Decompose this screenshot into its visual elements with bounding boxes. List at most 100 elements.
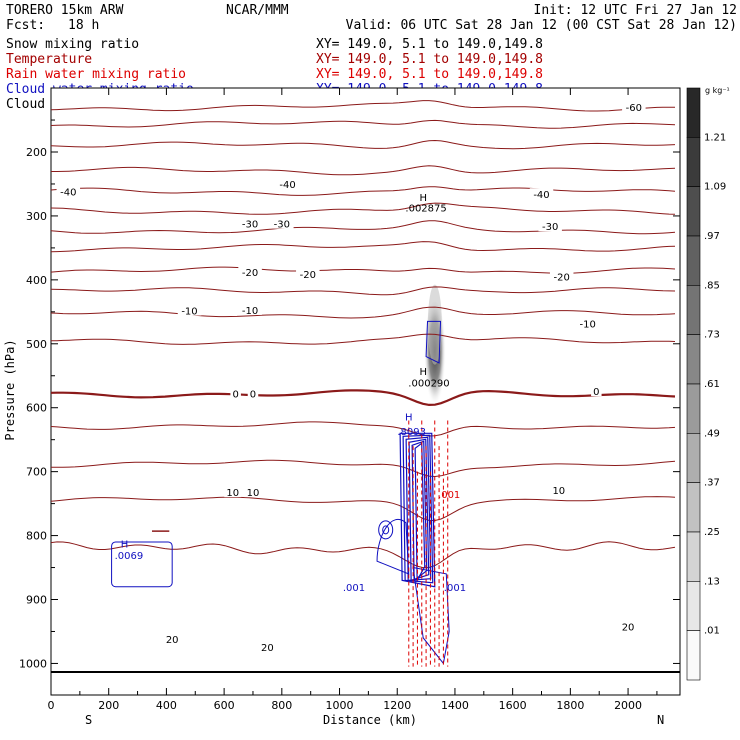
field-annotation: .000290 <box>408 379 449 390</box>
field-annotation: H <box>419 193 427 204</box>
field-annotation: .001 <box>444 583 466 594</box>
isotherm-label: -40 <box>533 190 549 201</box>
y-tick-label: 300 <box>26 210 47 223</box>
forecast-hour: 18 h <box>68 18 99 33</box>
temperature-labels: -60 -40 -40 -40 -30 -30 -30 -20 -20 -20 -10 -10 -10 0… <box>56 101 646 654</box>
colorbar-label: .37 <box>704 478 720 489</box>
cloud-water-contour <box>411 440 428 582</box>
cloud-water-west <box>111 541 173 588</box>
colorbar-swatch <box>686 531 701 582</box>
colorbar-swatch <box>686 235 701 286</box>
cloud-water-contours <box>111 320 450 665</box>
colorbar-swatch <box>686 186 701 237</box>
cloud-water-cell <box>378 520 394 540</box>
isotherm--50 <box>50 139 676 150</box>
legend-label: Temperature <box>6 52 92 67</box>
isotherm-label-bg <box>529 188 554 200</box>
isotherm--25 <box>50 241 676 253</box>
isotherm-label: 20 <box>166 635 179 646</box>
y-tick-label: 1000 <box>19 657 47 670</box>
colorbar-swatch <box>686 87 701 138</box>
colorbar-swatch <box>686 581 701 631</box>
south-label: S <box>85 713 92 727</box>
isotherm-label-bg <box>549 270 574 282</box>
isotherm-label-bg <box>238 217 262 229</box>
colorbar-label: .25 <box>704 527 720 538</box>
x-tick-label: 600 <box>214 699 235 712</box>
isotherm--5 <box>50 333 676 345</box>
rain-water-contours <box>408 420 449 667</box>
y-tick-label: 900 <box>26 594 47 607</box>
y-tick-label: 800 <box>26 530 47 543</box>
isotherm-label-bg <box>591 385 602 397</box>
x-tick-label: 800 <box>271 699 292 712</box>
colorbar-label: .85 <box>704 280 720 291</box>
cloud-water-contour <box>408 438 430 582</box>
colorbar-swatch <box>686 383 701 434</box>
y-tick-label: 400 <box>26 274 47 287</box>
y-tick-label: 600 <box>26 402 47 415</box>
isotherm-label: -10 <box>579 319 595 330</box>
colorbar-swatch <box>686 334 701 385</box>
isotherm-label: 0 <box>232 390 238 401</box>
isotherm-label: -20 <box>300 270 316 281</box>
x-tick-label: 1600 <box>499 699 527 712</box>
isotherm-label-bg <box>270 217 294 229</box>
cloud-water-cell-inner <box>382 525 390 535</box>
isotherm-label: -10 <box>181 307 197 318</box>
legend-label: Rain water mixing ratio <box>6 67 186 82</box>
isotherm-label-bg <box>296 268 320 280</box>
colorbar-swatch <box>686 137 701 187</box>
isotherm-label: -20 <box>554 273 570 284</box>
legend-label: Snow mixing ratio <box>6 37 139 52</box>
valid-time: Valid: 06 UTC Sat 28 Jan 12 (00 CST Sat … <box>346 18 737 33</box>
legend-xy: XY= 149.0, 5.1 to 149.0,149.8 <box>316 52 543 67</box>
isotherm-label-bg <box>177 304 202 316</box>
model-name: TORERO 15km ARW <box>6 3 124 18</box>
isotherm-label: -40 <box>60 188 76 199</box>
colorbar-label: .97 <box>704 231 720 242</box>
isotherm-label-bg <box>575 317 600 329</box>
colorbar-label: .61 <box>704 379 720 390</box>
colorbar: g kg⁻¹ 1.21 1.09 .97 .85 .73 .61 .49 .37 .25 .13.… <box>686 86 730 681</box>
isotherm--35 <box>50 202 676 215</box>
y-tick-label: 500 <box>26 338 47 351</box>
field-annotation: .8093 <box>397 427 426 438</box>
isotherm-label: -30 <box>242 220 258 231</box>
cloud-water-contour <box>399 432 436 588</box>
colorbar-swatch <box>686 433 701 483</box>
isotherm-label-bg <box>622 101 646 113</box>
colorbar-label: .13 <box>704 576 720 587</box>
isotherm-label-bg <box>163 633 181 645</box>
x-axis-label: Distance (km) <box>323 713 417 727</box>
field-annotation: H <box>419 367 427 378</box>
colorbar-label: 1.09 <box>704 182 726 193</box>
isotherm-10 <box>50 459 676 478</box>
colorbar-units: g kg⁻¹ <box>705 86 730 95</box>
cloud-water-contour <box>414 442 426 583</box>
isotherm-label-bg <box>538 220 562 232</box>
x-tick-label: 0 <box>48 699 55 712</box>
isotherm-label: 10 <box>552 486 565 497</box>
colorbar-swatch <box>686 482 701 533</box>
field-annotation: H <box>405 413 413 424</box>
snow-upper-shading <box>427 284 442 365</box>
isotherm-label-bg <box>258 640 276 652</box>
isotherm-15 <box>50 496 676 522</box>
init-time: Init: 12 UTC Fri 27 Jan 12 <box>534 3 738 18</box>
isotherm-label: -60 <box>626 103 642 114</box>
isotherm--40 <box>50 186 676 196</box>
isotherm-label-bg <box>244 486 262 498</box>
x-tick-label: 1200 <box>383 699 411 712</box>
legend-xy: XY= 149.0, 5.1 to 149.0,149.8 <box>316 67 543 82</box>
isotherm--15 <box>50 286 676 296</box>
legend-xy: XY= 149.0, 5.1 to 149.0,149.8 <box>316 37 543 52</box>
colorbar-label: 1.21 <box>704 132 726 143</box>
isotherm-0 <box>50 389 676 407</box>
temperature-contours <box>50 100 676 569</box>
isotherm--45 <box>51 165 676 176</box>
isotherm--55 <box>50 119 676 129</box>
forecast-label: Fcst: <box>6 18 45 33</box>
isotherm-label-bg <box>619 620 637 632</box>
